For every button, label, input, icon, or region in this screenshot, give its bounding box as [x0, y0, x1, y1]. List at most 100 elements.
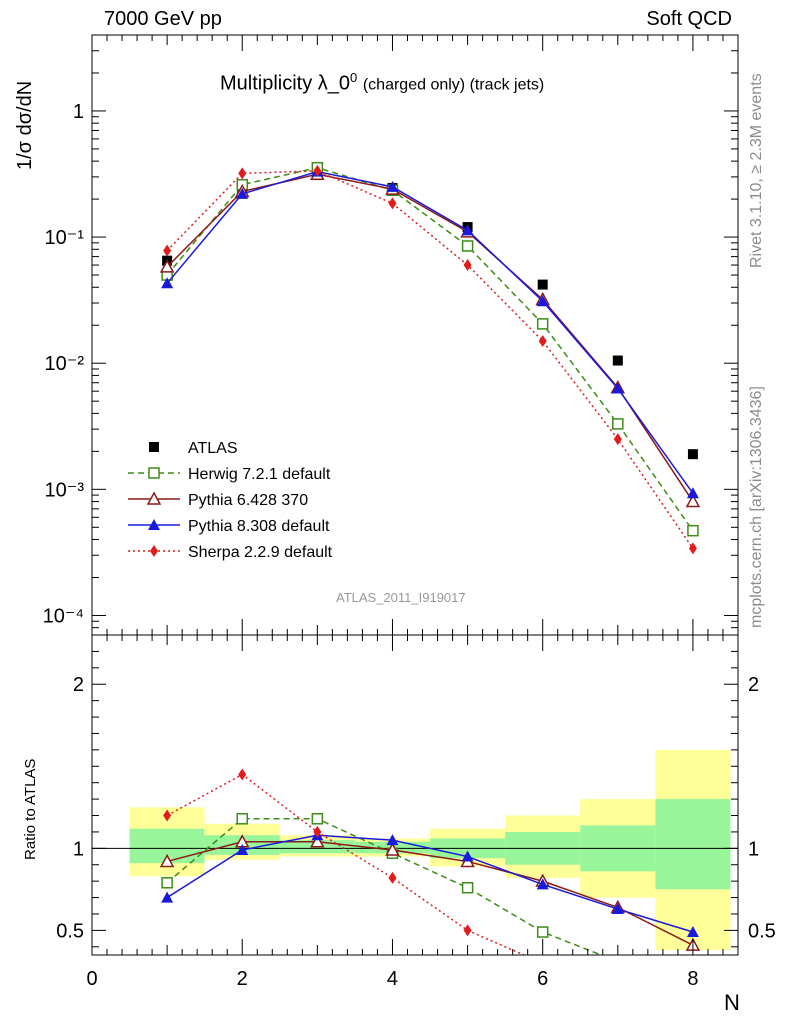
ratio-line-herwig-7-2-1-default: [166, 818, 604, 955]
ratio-point-sherpa-2-2-9-default-5: [463, 924, 472, 937]
main-line-sherpa-2-2-9-default: [166, 170, 694, 549]
main-point-atlas-6: [537, 279, 548, 290]
main-point-sherpa-2-2-9-default-4: [388, 197, 397, 210]
main-line-pythia-8-308-default: [166, 170, 694, 494]
xtick-label: 8: [687, 968, 698, 990]
legend-label-pythia-6-428-370: Pythia 6.428 370: [188, 492, 308, 509]
legend-marker-pythia-6-428-370: [146, 491, 162, 505]
main-point-pythia-8-308-default-4: [386, 180, 399, 192]
ratio-line-pythia-8-308-default: [166, 834, 694, 933]
ratio-point-sherpa-2-2-9-default-7: [614, 974, 622, 986]
main-point-pythia-8-308-default-6: [536, 295, 549, 307]
ratio-ytick-label-left: 1: [73, 838, 84, 860]
xtick-label: 0: [86, 968, 97, 990]
main-point-pythia-8-308-default-8: [686, 487, 699, 499]
axis-ticks: 10⁻⁴ 10⁻³ 10⁻² 10⁻¹ 1 0 2 4 6 8 0.5 0.5 1 1 2 2: [43, 34, 776, 990]
plot-frames: [91, 34, 739, 956]
main-ytick-label: 1: [73, 101, 84, 123]
ratio-point-pythia-8-308-default-1: [161, 891, 174, 903]
main-point-atlas-7: [612, 355, 623, 366]
plot-title-main: Multiplicity λ_0: [220, 72, 351, 95]
main-point-pythia-8-308-default-1: [161, 277, 174, 289]
ratio-point-pythia-8-308-default-5: [461, 850, 474, 862]
legend-marker-herwig-7-2-1-default: [148, 467, 160, 479]
ratio-point-pythia-8-308-default-8: [686, 926, 699, 938]
main-point-herwig-7-2-1-default-5: [461, 240, 474, 252]
main-point-atlas-8: [687, 449, 698, 460]
ratio-point-sherpa-2-2-9-default-1: [163, 809, 172, 822]
main-ytick-label: 10⁻¹: [45, 227, 85, 249]
main-point-sherpa-2-2-9-default-5: [463, 259, 472, 272]
xtick-label: 4: [387, 968, 398, 990]
ratio-ytick-label-left: 2: [73, 674, 84, 696]
ratio-point-pythia-8-308-default-2: [236, 843, 249, 855]
ratio-point-pythia-6-428-370-1: [159, 853, 175, 868]
legend-label-sherpa-2-2-9-default: Sherpa 2.2.9 default: [188, 544, 333, 561]
ratio-ylabel: Ratio to ATLAS: [22, 758, 39, 860]
ratio-ytick-label-left: 0.5: [56, 920, 84, 942]
plot-title-sup: 0: [350, 70, 358, 85]
main-ylabel: 1/σ dσ/dN: [14, 80, 36, 170]
main-point-pythia-6-428-370-1: [159, 259, 175, 273]
legend-marker-sherpa-2-2-9-default: [150, 545, 158, 557]
ratio-point-herwig-7-2-1-default-5: [461, 881, 474, 894]
ratio-ytick-label-right: 2: [748, 674, 759, 696]
ratio-frame: [91, 634, 739, 956]
ratio-line-sherpa-2-2-9-default: [166, 773, 526, 955]
main-series-lines: [159, 161, 701, 555]
ratio-point-herwig-7-2-1-default-6: [536, 926, 549, 938]
ratio-ytick-label-right: 1: [748, 838, 759, 860]
legend-marker-atlas: [149, 442, 159, 452]
main-point-pythia-6-428-370-8: [685, 493, 701, 508]
main-point-herwig-7-2-1-default-6: [536, 318, 549, 330]
main-point-pythia-8-308-default-2: [236, 187, 249, 199]
ratio-point-herwig-7-2-1-default-7: [613, 957, 623, 967]
ratio-point-sherpa-2-2-9-default-4: [388, 871, 397, 884]
plot-title-sub: (charged only) (track jets): [362, 76, 545, 94]
main-point-sherpa-2-2-9-default-6: [538, 334, 547, 347]
ratio-point-pythia-8-308-default-6: [536, 878, 549, 890]
legend-label-atlas: ATLAS: [188, 440, 238, 457]
xtick-label: 6: [537, 968, 548, 990]
legend: ATLAS Herwig 7.2.1 default Pythia 6.428 37…: [128, 440, 333, 561]
energy-label: 7000 GeV pp: [104, 8, 222, 30]
ratio-point-pythia-8-308-default-4: [386, 834, 399, 846]
ratio-band-inner-8: [655, 799, 731, 890]
xtick-label: 2: [237, 968, 248, 990]
main-point-sherpa-2-2-9-default-1: [163, 244, 172, 257]
main-ytick-label: 10⁻²: [45, 353, 85, 375]
ratio-point-herwig-7-2-1-default-3: [311, 813, 324, 825]
ratio-line-pythia-6-428-370: [166, 841, 694, 946]
ratio-point-sherpa-2-2-9-default-3: [313, 825, 322, 838]
legend-label-herwig-7-2-1-default: Herwig 7.2.1 default: [188, 466, 331, 483]
analysis-id: ATLAS_2011_I919017: [336, 590, 466, 605]
main-line-herwig-7-2-1-default: [166, 166, 694, 532]
ratio-point-pythia-6-428-370-3: [310, 834, 325, 848]
legend-label-pythia-8-308-default: Pythia 8.308 default: [188, 518, 330, 535]
ratio-point-herwig-7-2-1-default-2: [236, 813, 248, 825]
ratio-uncertainty-bands: [92, 749, 738, 951]
legend-marker-pythia-8-308-default: [148, 519, 160, 530]
main-point-sherpa-2-2-9-default-3: [313, 164, 322, 177]
main-point-sherpa-2-2-9-default-2: [238, 167, 247, 180]
plot-title: Multiplicity λ_00 (charged only) (track …: [220, 70, 544, 96]
main-point-pythia-8-308-default-7: [611, 382, 624, 394]
main-ytick-label: 10⁻⁴: [43, 605, 84, 627]
ratio-point-pythia-6-428-370-4: [385, 842, 400, 856]
main-point-herwig-7-2-1-default-8: [687, 524, 699, 537]
main-line-pythia-6-428-370: [166, 173, 694, 502]
main-ytick-label: 10⁻³: [45, 479, 85, 501]
main-point-sherpa-2-2-9-default-7: [613, 433, 622, 446]
ratio-point-pythia-8-308-default-7: [611, 903, 624, 915]
mcplots-label: mcplots.cern.ch [arXiv:1306.3436]: [748, 386, 765, 628]
rivet-label: Rivet 3.1.10, ≥ 2.3M events: [748, 73, 765, 268]
ratio-point-sherpa-2-2-9-default-2: [238, 768, 247, 781]
xlabel: N: [724, 990, 740, 1015]
category-label: Soft QCD: [646, 8, 732, 30]
main-point-sherpa-2-2-9-default-8: [688, 542, 697, 555]
ratio-ytick-label-right: 0.5: [748, 920, 776, 942]
main-point-herwig-7-2-1-default-7: [612, 418, 624, 430]
ratio-point-herwig-7-2-1-default-1: [161, 877, 173, 889]
ratio-series-lines: [159, 768, 701, 986]
